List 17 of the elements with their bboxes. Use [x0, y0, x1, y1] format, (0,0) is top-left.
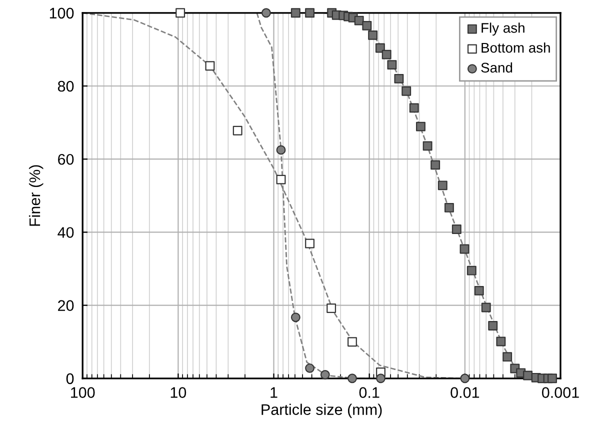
legend-label: Fly ash — [482, 22, 524, 36]
x-axis-title: Particle size (mm) — [262, 404, 382, 418]
legend-label: Sand — [481, 62, 512, 73]
x-tick-label: 0.1 — [359, 387, 380, 398]
x-tick-label: 0.01 — [450, 387, 480, 398]
y-tick-label: 80 — [58, 80, 74, 92]
y-axis-title: Finer (%) — [28, 165, 44, 226]
x-tick-label: 1 — [270, 387, 278, 398]
x-tick-label: 10 — [170, 387, 186, 398]
y-tick-label: 20 — [58, 300, 74, 311]
y-tick-label: 40 — [58, 227, 74, 238]
x-tick-label: 100 — [71, 387, 95, 398]
legend-label: Bottom ash — [482, 42, 550, 53]
y-tick-label: 100 — [50, 8, 74, 19]
x-tick-label: 0.001 — [542, 387, 579, 398]
y-tick-label: 0 — [66, 373, 74, 384]
y-tick-label: 60 — [58, 154, 74, 165]
